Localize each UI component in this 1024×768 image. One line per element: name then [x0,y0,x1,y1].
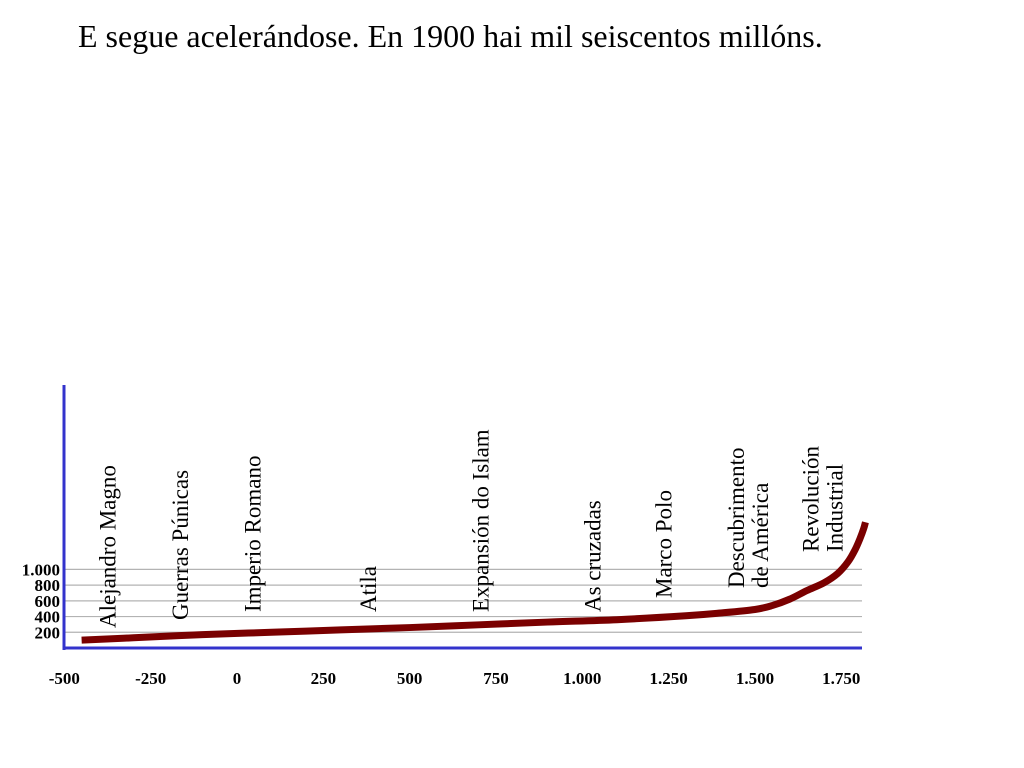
x-tick-label: -250 [135,669,166,688]
y-tick-label: 200 [35,623,61,642]
x-tick-label: 500 [397,669,423,688]
y-tick-label: 600 [35,592,61,611]
x-tick-label: 1.250 [650,669,688,688]
x-tick-label: 1.500 [736,669,774,688]
event-label: Descubrimento [724,447,749,588]
population-line [81,521,869,644]
event-label: Revolución [798,445,823,552]
event-label: As cruzadas [581,500,606,612]
event-label: Atila [356,566,381,612]
slide-title: E segue acelerándose. En 1900 hai mil se… [78,18,823,54]
x-tick-label: 1.750 [822,669,860,688]
y-tick-label: 1.000 [22,560,60,579]
event-label: Industrial [822,464,847,552]
event-label: Marco Polo [651,490,676,598]
y-tick-label: 800 [35,576,61,595]
y-tick-label: 400 [35,608,61,627]
x-tick-label: 1.000 [563,669,601,688]
event-annotations: Alejandro Magno Guerras Púnicas Imperio Ro… [96,429,848,628]
x-tick-label: 750 [483,669,509,688]
x-tick-labels: -500 -250 0 250 500 750 1.000 1.250 1.500 1.750 [49,669,861,688]
population-series-line-0 [81,521,869,644]
event-label: de América [748,483,773,588]
x-tick-label: -500 [49,669,80,688]
event-label: Alejandro Magno [96,465,121,628]
event-label: Imperio Romano [241,456,266,613]
event-label: Guerras Púnicas [168,470,193,620]
event-label: Expansión do Islam [468,429,493,612]
x-tick-label: 0 [233,669,242,688]
x-tick-label: 250 [311,669,337,688]
axes [62,385,862,650]
